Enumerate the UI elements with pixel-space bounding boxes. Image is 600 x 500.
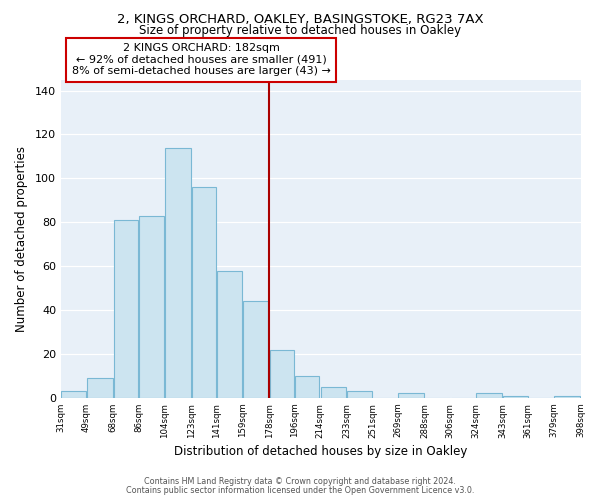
Bar — [61, 391, 86, 398]
Bar — [139, 216, 164, 398]
Bar — [243, 301, 268, 398]
Bar — [269, 350, 294, 398]
Text: Contains HM Land Registry data © Crown copyright and database right 2024.: Contains HM Land Registry data © Crown c… — [144, 477, 456, 486]
Bar — [476, 394, 502, 398]
Bar — [165, 148, 191, 398]
Bar — [503, 396, 527, 398]
X-axis label: Distribution of detached houses by size in Oakley: Distribution of detached houses by size … — [174, 444, 467, 458]
Bar — [192, 187, 216, 398]
Bar — [398, 394, 424, 398]
Text: Size of property relative to detached houses in Oakley: Size of property relative to detached ho… — [139, 24, 461, 37]
Bar — [87, 378, 113, 398]
Text: 2, KINGS ORCHARD, OAKLEY, BASINGSTOKE, RG23 7AX: 2, KINGS ORCHARD, OAKLEY, BASINGSTOKE, R… — [116, 12, 484, 26]
Text: 2 KINGS ORCHARD: 182sqm
← 92% of detached houses are smaller (491)
8% of semi-de: 2 KINGS ORCHARD: 182sqm ← 92% of detache… — [72, 43, 331, 76]
Bar — [347, 391, 372, 398]
Bar — [114, 220, 138, 398]
Y-axis label: Number of detached properties: Number of detached properties — [15, 146, 28, 332]
Bar — [295, 376, 319, 398]
Text: Contains public sector information licensed under the Open Government Licence v3: Contains public sector information licen… — [126, 486, 474, 495]
Bar — [320, 387, 346, 398]
Bar — [554, 396, 580, 398]
Bar — [217, 270, 242, 398]
